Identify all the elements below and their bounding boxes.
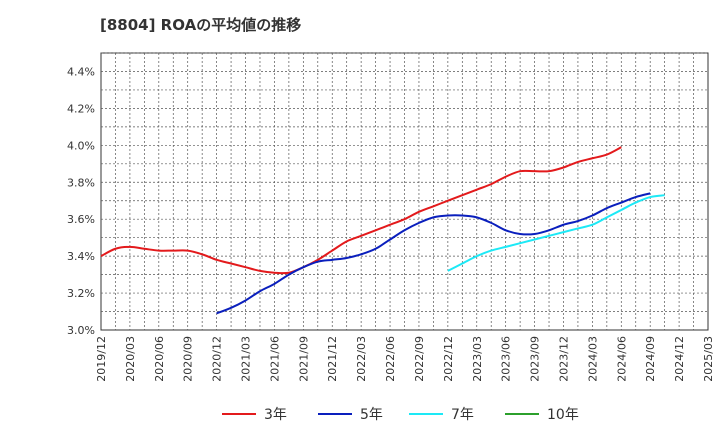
x-tick-label: 2024/03: [586, 336, 599, 382]
legend-label: 7年: [451, 407, 474, 423]
legend-label: 3年: [264, 407, 287, 423]
y-tick-label: 3.4%: [67, 250, 95, 263]
chart-title: [8804] ROAの平均値の推移: [100, 16, 302, 34]
x-tick-label: 2020/03: [124, 336, 137, 382]
x-tick-label: 2021/12: [326, 336, 339, 382]
y-tick-label: 4.4%: [67, 65, 95, 78]
series-line-3年: [100, 146, 622, 275]
series-line-5年: [216, 192, 651, 315]
x-tick-label: 2022/12: [442, 336, 455, 382]
x-tick-label: 2023/12: [557, 336, 570, 382]
x-tick-label: 2020/06: [153, 336, 166, 382]
legend-label: 5年: [360, 407, 383, 423]
legend-label: 10年: [547, 407, 579, 423]
y-tick-label: 3.0%: [67, 324, 95, 337]
y-tick-label: 4.0%: [67, 139, 95, 152]
x-tick-label: 2022/06: [384, 336, 397, 382]
y-tick-label: 3.8%: [67, 176, 95, 189]
x-tick-label: 2024/12: [673, 336, 686, 382]
x-tick-label: 2024/09: [644, 336, 657, 382]
x-tick-label: 2022/03: [355, 336, 368, 382]
x-tick-label: 2023/09: [529, 336, 542, 382]
series-line-7年: [447, 194, 665, 272]
plot-area: [100, 52, 709, 331]
x-tick-label: 2022/09: [413, 336, 426, 382]
x-tick-label: 2021/09: [297, 336, 310, 382]
x-tick-label: 2025/03: [702, 336, 715, 382]
x-tick-label: 2023/03: [471, 336, 484, 382]
y-tick-label: 3.6%: [67, 213, 95, 226]
x-tick-label: 2021/06: [268, 336, 281, 382]
x-tick-label: 2023/06: [500, 336, 513, 382]
x-tick-label: 2020/09: [182, 336, 195, 382]
y-tick-label: 4.2%: [67, 102, 95, 115]
y-tick-label: 3.2%: [67, 287, 95, 300]
x-tick-label: 2024/06: [615, 336, 628, 382]
x-tick-label: 2020/12: [211, 336, 224, 382]
x-tick-label: 2019/12: [95, 336, 108, 382]
x-tick-label: 2021/03: [240, 336, 253, 382]
